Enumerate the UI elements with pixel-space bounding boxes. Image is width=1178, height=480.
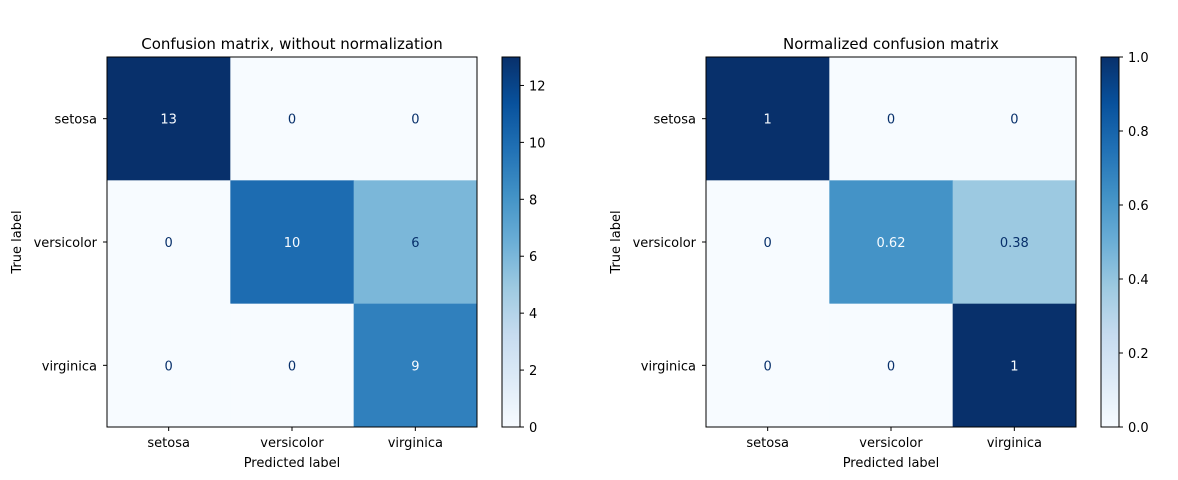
y-tick-label: setosa (653, 113, 696, 128)
heatmap-cell (230, 180, 355, 305)
chart-title: Confusion matrix, without normalization (141, 35, 443, 53)
x-tick-label: setosa (147, 436, 190, 451)
cell-value-label: 0 (165, 359, 173, 374)
colorbar-tick-label: 6 (529, 250, 537, 265)
cell-value-label: 0 (764, 359, 772, 374)
y-tick-label: setosa (54, 113, 97, 128)
cell-value-label: 9 (411, 359, 419, 374)
colorbar-tick-label: 0.6 (1128, 199, 1149, 214)
cell-value-label: 0 (887, 359, 895, 374)
cell-value-label: 0 (288, 113, 296, 128)
heatmap-cell (706, 180, 830, 305)
colorbar (501, 56, 521, 428)
heatmap-cell (829, 57, 954, 181)
cell-value-label: 0 (887, 113, 895, 128)
colorbar-tick-label: 0.4 (1128, 273, 1149, 288)
colorbar-tick-label: 0.2 (1128, 347, 1149, 362)
colorbar-tick-label: 10 (529, 136, 546, 151)
colorbar-tick-label: 1.0 (1128, 51, 1149, 66)
cell-value-label: 1 (1010, 359, 1018, 374)
heatmap-cell (107, 180, 231, 305)
cell-value-label: 0.38 (1000, 236, 1029, 251)
x-tick-label: versicolor (260, 436, 324, 451)
cell-value-label: 0 (411, 113, 419, 128)
x-tick-label: virginica (987, 436, 1042, 451)
heatmap-cell (353, 57, 478, 181)
cell-value-label: 6 (411, 236, 419, 251)
colorbar-tick-label: 12 (529, 79, 546, 94)
cell-value-label: 0 (288, 359, 296, 374)
heatmap-cell (952, 303, 1077, 428)
cell-value-label: 0 (1010, 113, 1018, 128)
x-tick-label: setosa (746, 436, 789, 451)
cell-value-label: 1 (764, 113, 772, 128)
heatmap-cell (230, 303, 355, 428)
chart-panel-2: 1 0 0 0 0.62 0.38 0 0 1 setosa versicolor virginica… (609, 35, 1149, 471)
y-tick-label: versicolor (34, 236, 98, 251)
x-axis-label: Predicted label (843, 456, 940, 471)
chart-panel-1: 13 0 0 0 10 6 0 0 9 setosa versicolor virginica seto… (10, 35, 546, 471)
x-tick-label: virginica (388, 436, 443, 451)
colorbar-tick-label: 0 (529, 421, 537, 436)
y-tick-label: virginica (641, 359, 696, 374)
colorbar-tick-label: 0.8 (1128, 125, 1149, 140)
heatmap-cell (353, 303, 478, 428)
y-tick-label: versicolor (633, 236, 697, 251)
heatmap-cell (107, 57, 231, 181)
cell-value-label: 13 (160, 113, 177, 128)
colorbar-tick-label: 8 (529, 193, 537, 208)
cell-value-label: 10 (284, 236, 301, 251)
cell-value-label: 0 (764, 236, 772, 251)
colorbar-tick-label: 4 (529, 307, 537, 322)
heatmap-cell (107, 303, 231, 428)
cell-value-label: 0.62 (877, 236, 906, 251)
colorbar-tick-label: 0.0 (1128, 421, 1149, 436)
y-axis-label: True label (10, 210, 25, 274)
cell-value-label: 0 (165, 236, 173, 251)
colorbar-tick-label: 2 (529, 364, 537, 379)
heatmap-cell (952, 180, 1077, 305)
heatmap-cell (952, 57, 1077, 181)
x-tick-label: versicolor (859, 436, 923, 451)
colorbar (1100, 56, 1120, 428)
x-axis-label: Predicted label (244, 456, 341, 471)
heatmap-cell (353, 180, 478, 305)
y-axis-label: True label (609, 210, 624, 274)
heatmap-cell (829, 303, 954, 428)
heatmap-cell (829, 180, 954, 305)
heatmap-cell (706, 303, 830, 428)
heatmap-cell (706, 57, 830, 181)
y-tick-label: virginica (42, 359, 97, 374)
chart-title: Normalized confusion matrix (783, 35, 999, 53)
heatmap-cell (230, 57, 355, 181)
